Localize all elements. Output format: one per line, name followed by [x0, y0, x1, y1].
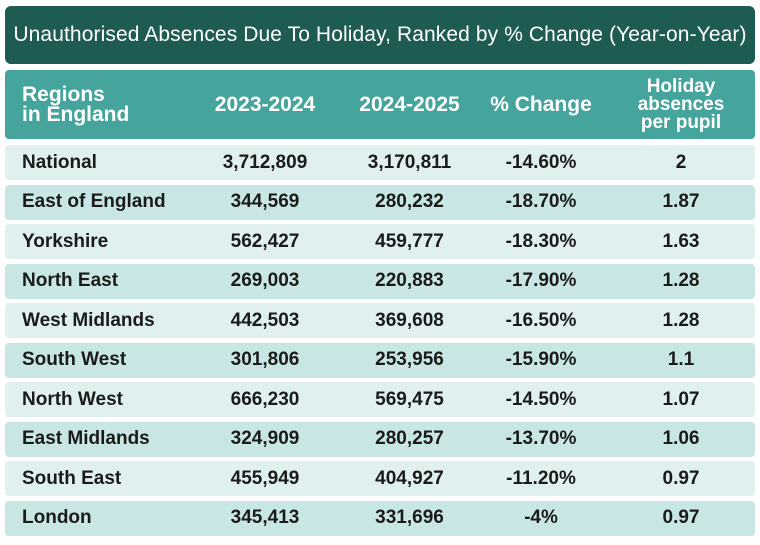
region-cell: North East — [22, 270, 119, 291]
region-cell: South East — [22, 467, 122, 489]
region-cell: West Midlands — [22, 309, 155, 331]
table-row: East Midlands 324,909 280,257 -13.70% 1.06 — [5, 421, 755, 457]
value-2024-2025-cell: 369,608 — [375, 309, 444, 331]
region-cell: North West — [22, 388, 123, 410]
value-2023-2024-cell: 562,427 — [230, 230, 300, 252]
table-row: West Midlands 442,503 369,608 -16.50% 1.28 — [5, 303, 755, 338]
region-cell: National — [22, 151, 97, 173]
per-pupil-cell: 1.28 — [662, 309, 700, 331]
table-row: South East 455,949 404,927 -11.20% 0.97 — [5, 461, 755, 496]
value-2023-2024-cell: 455,949 — [230, 467, 300, 489]
value-2023-2024-cell: 442,503 — [230, 309, 300, 331]
per-pupil-cell: 1.87 — [662, 191, 700, 212]
percent-change-cell: -16.50% — [505, 309, 577, 331]
percent-change-cell: -14.60% — [505, 151, 577, 173]
value-2024-2025-cell: 220,883 — [375, 270, 444, 291]
table-row: North West 666,230 569,475 -14.50% 1.07 — [5, 382, 755, 417]
table-title: Unauthorised Absences Due To Holiday, Ra… — [13, 23, 747, 46]
header-holiday-absences-per-pupil: Holiday absences per pupil — [637, 75, 725, 133]
value-2023-2024-cell: 301,806 — [230, 349, 300, 370]
table-row: North East 269,003 220,883 -17.90% 1.28 — [5, 263, 755, 299]
percent-change-cell: -18.30% — [505, 230, 577, 252]
region-cell: South West — [22, 349, 127, 370]
region-cell: East Midlands — [22, 428, 150, 449]
per-pupil-cell: 1.07 — [662, 388, 700, 410]
value-2023-2024-cell: 3,712,809 — [222, 151, 308, 173]
value-2023-2024-cell: 666,230 — [230, 388, 300, 410]
region-cell: East of England — [22, 191, 166, 212]
value-2024-2025-cell: 253,956 — [375, 349, 444, 370]
region-cell: Yorkshire — [22, 230, 109, 252]
value-2023-2024-cell: 344,569 — [230, 191, 300, 212]
value-2024-2025-cell: 331,696 — [375, 507, 444, 528]
header-2023-2024: 2023-2024 — [214, 92, 316, 116]
per-pupil-cell: 1.63 — [662, 230, 700, 252]
value-2023-2024-cell: 269,003 — [230, 270, 300, 291]
percent-change-cell: -18.70% — [505, 191, 577, 212]
per-pupil-cell: 0.97 — [662, 507, 700, 528]
value-2024-2025-cell: 459,777 — [375, 230, 444, 252]
table-row: South West 301,806 253,956 -15.90% 1.1 — [5, 342, 755, 378]
percent-change-cell: -4% — [524, 507, 558, 528]
percent-change-cell: -11.20% — [506, 467, 576, 489]
value-2024-2025-cell: 3,170,811 — [367, 151, 452, 173]
value-2024-2025-cell: 280,257 — [375, 428, 444, 449]
percent-change-cell: -15.90% — [505, 349, 577, 370]
header-regions: Regions in England — [22, 82, 130, 126]
table-row: Yorkshire 562,427 459,777 -18.30% 1.63 — [5, 224, 755, 259]
per-pupil-cell: 1.28 — [662, 270, 700, 291]
region-cell: London — [22, 507, 92, 528]
value-2024-2025-cell: 569,475 — [375, 388, 444, 410]
per-pupil-cell: 1.1 — [667, 349, 695, 370]
percent-change-cell: -17.90% — [505, 270, 577, 291]
table-header: Regions in England 2023-2024 2024-2025 %… — [5, 70, 755, 139]
table-row: National 3,712,809 3,170,811 -14.60% 2 — [5, 145, 755, 180]
per-pupil-cell: 1.06 — [662, 428, 700, 449]
value-2024-2025-cell: 280,232 — [375, 191, 444, 212]
percent-change-cell: -14.50% — [505, 388, 577, 410]
table-title-bar: Unauthorised Absences Due To Holiday, Ra… — [5, 6, 755, 64]
table-row: East of England 344,569 280,232 -18.70% 1.87 — [5, 184, 755, 220]
value-2023-2024-cell: 324,909 — [230, 428, 300, 449]
table-row: London 345,413 331,696 -4% 0.97 — [5, 500, 755, 536]
value-2024-2025-cell: 404,927 — [375, 467, 444, 489]
per-pupil-cell: 0.97 — [662, 467, 700, 489]
percent-change-cell: -13.70% — [505, 428, 577, 449]
header-2024-2025: 2024-2025 — [359, 92, 460, 116]
value-2023-2024-cell: 345,413 — [230, 507, 300, 528]
per-pupil-cell: 2 — [675, 151, 687, 173]
header-percent-change: % Change — [490, 92, 592, 116]
